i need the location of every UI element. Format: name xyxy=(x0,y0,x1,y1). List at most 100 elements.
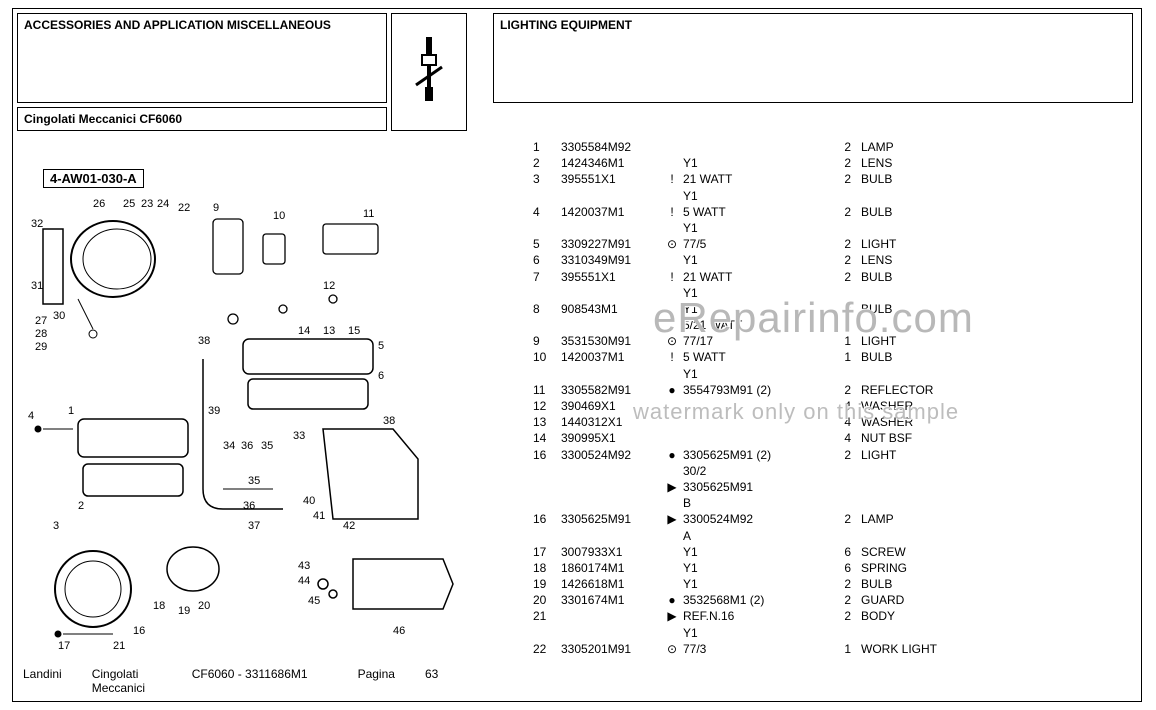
footer-page-label: Pagina xyxy=(358,667,395,695)
col-index xyxy=(533,220,561,236)
col-note: Y1 xyxy=(683,155,833,171)
svg-text:18: 18 xyxy=(153,600,165,612)
col-qty: 2 xyxy=(833,447,861,463)
col-note: 5/21 WATT xyxy=(683,317,833,333)
col-note: 77/17 xyxy=(683,333,833,349)
model-box: Cingolati Meccanici CF6060 xyxy=(17,107,387,131)
col-description: SCREW xyxy=(861,544,1133,560)
footer-series: Cingolati Meccanici xyxy=(92,667,162,695)
parts-row: 14390995X14NUT BSF xyxy=(533,430,1133,446)
svg-text:15: 15 xyxy=(348,325,360,337)
svg-text:17: 17 xyxy=(58,640,70,649)
svg-text:29: 29 xyxy=(35,341,47,353)
svg-text:1: 1 xyxy=(68,405,74,417)
col-description xyxy=(861,625,1133,641)
svg-text:4: 4 xyxy=(28,410,34,422)
col-note xyxy=(683,430,833,446)
col-part-number xyxy=(561,495,661,511)
col-part-number: 3309227M91 xyxy=(561,236,661,252)
col-index: 7 xyxy=(533,269,561,285)
col-qty xyxy=(833,625,861,641)
col-part-number xyxy=(561,479,661,495)
svg-text:40: 40 xyxy=(303,495,315,507)
col-note: A xyxy=(683,528,833,544)
col-part-number: 1860174M1 xyxy=(561,560,661,576)
col-part-number: 1420037M1 xyxy=(561,349,661,365)
col-symbol xyxy=(661,560,683,576)
parts-row: 223305201M91⊙77/31WORK LIGHT xyxy=(533,641,1133,657)
svg-text:44: 44 xyxy=(298,575,310,587)
col-index xyxy=(533,463,561,479)
svg-text:32: 32 xyxy=(31,218,43,230)
parts-row: 13305584M922LAMP xyxy=(533,139,1133,155)
parts-row: 181860174M1Y16SPRING xyxy=(533,560,1133,576)
parts-row: 53309227M91⊙77/52LIGHT xyxy=(533,236,1133,252)
parts-row: 21▶REF.N.162BODY xyxy=(533,608,1133,624)
col-symbol xyxy=(661,366,683,382)
col-qty: 4 xyxy=(833,398,861,414)
col-qty: 2 xyxy=(833,511,861,527)
col-note: 21 WATT xyxy=(683,171,833,187)
col-symbol xyxy=(661,414,683,430)
parts-row: 173007933X1Y16SCREW xyxy=(533,544,1133,560)
col-description: BULB xyxy=(861,171,1133,187)
col-note: Y1 xyxy=(683,188,833,204)
parts-row: 131440312X14WASHER xyxy=(533,414,1133,430)
col-description: LENS xyxy=(861,252,1133,268)
col-index: 14 xyxy=(533,430,561,446)
col-index: 16 xyxy=(533,447,561,463)
col-description: GUARD xyxy=(861,592,1133,608)
col-note: Y1 xyxy=(683,625,833,641)
col-index: 22 xyxy=(533,641,561,657)
parts-row: 41420037M1!5 WATT2BULB xyxy=(533,204,1133,220)
svg-text:5: 5 xyxy=(378,340,384,352)
col-index xyxy=(533,317,561,333)
col-description: LAMP xyxy=(861,511,1133,527)
svg-text:11: 11 xyxy=(363,208,374,220)
parts-row: 5/21 WATT xyxy=(533,317,1133,333)
col-part-number: 395551X1 xyxy=(561,269,661,285)
diagram-sketch: 252324 2622 3231 27282930 91011 12141315… xyxy=(23,189,473,649)
svg-text:34: 34 xyxy=(223,440,235,452)
col-description: WASHER xyxy=(861,398,1133,414)
col-description: LIGHT xyxy=(861,333,1133,349)
col-part-number: 1426618M1 xyxy=(561,576,661,592)
col-qty xyxy=(833,285,861,301)
svg-text:38: 38 xyxy=(198,335,210,347)
col-qty xyxy=(833,366,861,382)
col-part-number xyxy=(561,608,661,624)
parts-row: B xyxy=(533,495,1133,511)
col-note: 3532568M1 (2) xyxy=(683,592,833,608)
footer-page-num: 63 xyxy=(425,667,438,695)
right-column: LIGHTING EQUIPMENT 13305584M922LAMP21424… xyxy=(493,9,1141,701)
col-qty: 6 xyxy=(833,544,861,560)
svg-text:23: 23 xyxy=(141,198,153,210)
col-note: 5 WATT xyxy=(683,204,833,220)
col-note: 3300524M92 xyxy=(683,511,833,527)
col-description: LAMP xyxy=(861,139,1133,155)
col-part-number: 3305201M91 xyxy=(561,641,661,657)
parts-row: ▶3305625M91 xyxy=(533,479,1133,495)
col-part-number: 3310349M91 xyxy=(561,252,661,268)
col-symbol xyxy=(661,317,683,333)
col-note: Y1 xyxy=(683,220,833,236)
col-qty: 1 xyxy=(833,641,861,657)
svg-text:6: 6 xyxy=(378,370,384,382)
col-index: 18 xyxy=(533,560,561,576)
col-symbol xyxy=(661,398,683,414)
col-qty xyxy=(833,188,861,204)
parts-row: Y1 xyxy=(533,625,1133,641)
col-symbol: ⊙ xyxy=(661,236,683,252)
col-symbol: ● xyxy=(661,382,683,398)
col-qty: 4 xyxy=(833,414,861,430)
col-symbol xyxy=(661,139,683,155)
svg-text:22: 22 xyxy=(178,202,190,214)
col-index xyxy=(533,188,561,204)
parts-row: 101420037M1!5 WATT1BULB xyxy=(533,349,1133,365)
parts-table: 13305584M922LAMP21424346M1Y12LENS3395551… xyxy=(533,139,1133,657)
col-part-number xyxy=(561,188,661,204)
col-part-number: 3305584M92 xyxy=(561,139,661,155)
col-description: BULB xyxy=(861,349,1133,365)
svg-text:46: 46 xyxy=(393,625,405,637)
svg-text:41: 41 xyxy=(313,510,325,522)
